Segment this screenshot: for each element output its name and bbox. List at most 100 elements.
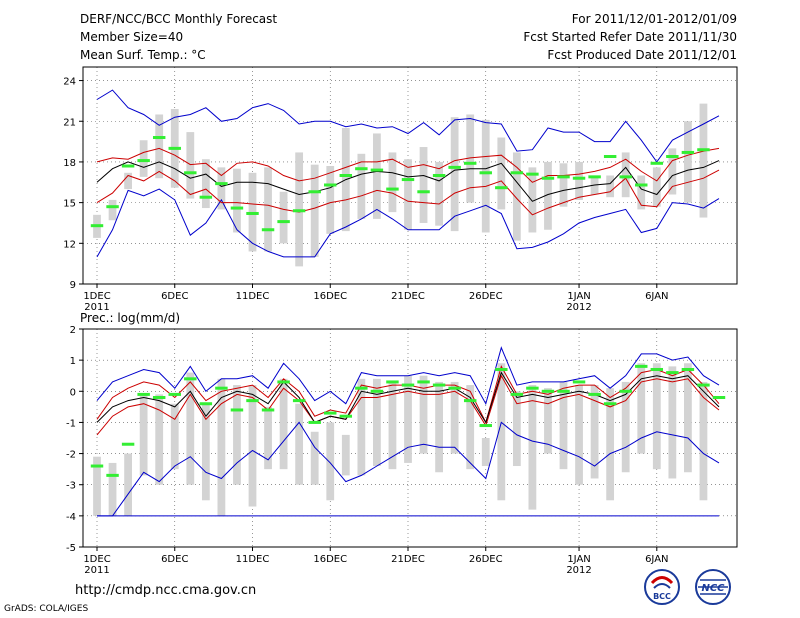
member-mean-mark [495,186,508,190]
spread-box [450,381,459,454]
spread-box [279,378,288,470]
y-tick-label: -2 [66,450,76,461]
spread-box [512,391,521,467]
x-tick-label: 26DEC [469,554,503,565]
member-mean-mark [463,161,477,165]
spread-box [201,403,210,501]
member-mean-mark [526,172,539,176]
bcc-logo: BCC [644,569,680,605]
y-tick-label: 1 [70,356,76,367]
member-mean-mark [90,464,104,468]
member-mean-mark [277,220,290,224]
lower-line [96,169,720,216]
y-tick-label: -3 [66,481,76,492]
member-mean-mark [355,386,368,390]
member-mean-mark [324,183,337,187]
member-mean-mark [277,380,290,384]
x-tick-label: 11DEC [236,291,270,302]
x-tick-label: 1JAN [567,291,590,302]
spread-box [419,147,428,223]
forecast-period-label: For 2011/12/01-2012/01/09 [571,12,737,26]
spread-box [528,167,537,233]
member-mean-mark [121,164,135,168]
member-mean-mark [697,148,710,152]
x-tick-label: 1DEC [83,554,110,565]
spread-box [186,132,195,199]
spread-box [512,152,521,241]
y-tick-label: -1 [66,418,76,429]
spread-box [295,403,304,485]
spread-box [233,168,241,233]
x-tick-year-label: 2011 [84,302,109,313]
member-mean-mark [432,383,446,387]
refer-date-label: Fcst Started Refer Date 2011/11/30 [523,30,737,44]
member-mean-mark [308,420,321,424]
member-mean-mark [479,424,492,428]
member-mean-mark [557,389,570,393]
member-mean-mark [526,386,539,390]
spread-box [310,164,319,257]
member-mean-mark [324,411,337,415]
member-mean-mark [168,392,181,396]
x-tick-label: 6JAN [645,554,668,565]
spread-box [544,161,552,230]
x-tick-label: 16DEC [313,291,347,302]
x-tick-label: 6DEC [161,291,188,302]
spread-box [404,375,412,463]
member-mean-mark [152,396,166,400]
x-tick-label: 26DEC [469,291,503,302]
member-mean-mark [137,159,150,163]
spread-box [637,363,646,454]
member-mean-mark [152,136,166,140]
y-tick-label: 0 [70,387,76,398]
member-mean-mark [230,408,244,412]
spread-box [621,152,630,198]
member-mean-mark [137,392,150,396]
member-mean-mark [370,168,384,172]
spread-box [155,394,164,485]
variable-label: Mean Surf. Temp.: °C [80,48,206,62]
spread-box [404,159,412,230]
x-tick-label: 21DEC [391,291,425,302]
member-mean-mark [557,175,570,179]
member-mean-mark [448,165,461,169]
spread-box [155,114,164,179]
member-mean-mark [106,205,119,209]
spread-box [466,114,475,203]
member-mean-mark [635,364,648,368]
member-mean-mark [417,380,430,384]
member-mean-mark [666,371,679,375]
spread-box [684,363,692,473]
x-tick-label: 16DEC [313,554,347,565]
spread-box [559,381,568,470]
spread-box [108,462,117,516]
website-url[interactable]: http://cmdp.ncc.cma.gov.cn [75,583,257,598]
member-mean-mark [261,408,275,412]
produced-date-label: Fcst Produced Date 2011/12/01 [547,48,737,62]
spread-box [575,161,583,200]
x-tick-year-label: 2011 [84,565,109,576]
spread-box [341,434,350,476]
member-mean-mark [697,383,710,387]
member-mean-mark [215,386,228,390]
member-mean-mark [246,211,259,215]
member-mean-mark [510,392,524,396]
grads-credit: GrADS: COLA/IGES [4,604,89,614]
spread-box [108,199,117,221]
y-tick-label: 12 [63,239,76,250]
spread-box [606,175,615,198]
member-mean-mark [588,392,601,396]
member-mean-mark [292,209,306,213]
spread-box [217,167,226,210]
member-mean-mark [572,380,586,384]
member-mean-mark [215,182,228,186]
min-line [97,421,720,517]
spread-box [528,385,537,510]
spread-box [450,117,459,232]
spread-box [264,406,272,470]
member-mean-mark [370,389,384,393]
member-mean-mark [339,414,353,418]
spread-box [559,163,568,207]
